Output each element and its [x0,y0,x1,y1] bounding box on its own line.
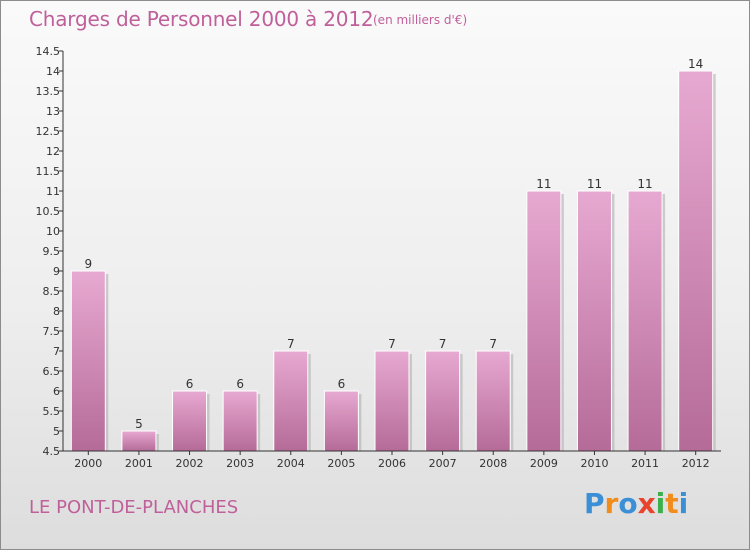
data-label: 14 [688,57,703,71]
x-tick-label: 2006 [378,457,406,470]
data-label: 6 [236,377,244,391]
data-label: 7 [287,337,295,351]
y-tick-label: 7 [53,345,60,358]
x-tick-label: 2009 [530,457,558,470]
bar [273,350,309,452]
y-tick-label: 4.5 [43,445,61,458]
logo-letter: r [604,487,619,520]
data-labels-group: 9 5 6 6 7 6 7 7 7 11 11 11 14 [84,57,703,431]
x-tick-label: 2010 [580,457,608,470]
x-tick-label: 2008 [479,457,507,470]
x-tick-label: 2000 [74,457,102,470]
x-tick-label: 2003 [226,457,254,470]
x-tick-label: 2001 [125,457,153,470]
proxiti-logo: Proxiti [584,487,688,520]
data-label: 9 [84,257,92,271]
x-tick-label: 2002 [176,457,204,470]
data-label: 6 [186,377,194,391]
bar [678,70,714,452]
data-label: 7 [388,337,396,351]
x-tick-label: 2007 [429,457,457,470]
y-tick-label: 5.5 [43,405,61,418]
x-tick-label: 2012 [682,457,710,470]
logo-letter: i [678,487,689,520]
y-tick-label: 9.5 [43,245,61,258]
y-tick-label: 8.5 [43,285,61,298]
y-tick-label: 11 [46,185,60,198]
y-tick-label: 14.5 [36,45,61,58]
bar [70,270,106,452]
data-label: 11 [587,177,602,191]
logo-letter: o [618,487,638,520]
data-label: 11 [536,177,551,191]
y-tick-label: 10.5 [36,205,61,218]
bar [627,190,663,452]
x-axis: 2000 2001 2002 2003 2004 2005 2006 2007 2008 2009… [63,450,721,470]
bar [222,390,258,452]
y-tick-label: 11.5 [36,165,61,178]
y-tick-label: 8 [53,305,60,318]
y-tick-label: 14 [46,65,60,78]
y-tick-label: 12 [46,145,60,158]
logo-letter: P [584,487,605,520]
bar [121,430,157,452]
y-tick-label: 10 [46,225,60,238]
data-label: 11 [637,177,652,191]
commune-name: LE PONT-DE-PLANCHES [29,497,239,518]
bar [323,390,359,452]
logo-letter: t [665,487,679,520]
y-tick-label: 9 [53,265,60,278]
y-tick-label: 6.5 [43,365,61,378]
y-axis: 4.5 5 5.5 6 6.5 7 7.5 8 8.5 9 9.5 10 10.5 11 11.5 12 12.… [36,45,64,458]
data-label: 6 [338,377,346,391]
x-tick-label: 2004 [277,457,305,470]
data-label: 7 [489,337,497,351]
x-tick-label: 2005 [327,457,355,470]
y-tick-label: 13.5 [36,85,61,98]
data-label: 5 [135,417,143,431]
bar [576,190,612,452]
bar [526,190,562,452]
y-tick-label: 6 [53,385,60,398]
bars-group [70,70,716,452]
x-tick-label: 2011 [631,457,659,470]
logo-letter: x [637,487,656,520]
bar [425,350,461,452]
bar [172,390,208,452]
y-tick-label: 12.5 [36,125,61,138]
bar [475,350,511,452]
chart-subtitle: (en milliers d'€) [373,13,468,27]
y-tick-label: 5 [53,425,60,438]
chart-title: Charges de Personnel 2000 à 2012 [29,7,374,31]
data-label: 7 [439,337,447,351]
bar [374,350,410,452]
y-tick-label: 7.5 [43,325,61,338]
y-tick-label: 13 [46,105,60,118]
logo-letter: i [655,487,666,520]
